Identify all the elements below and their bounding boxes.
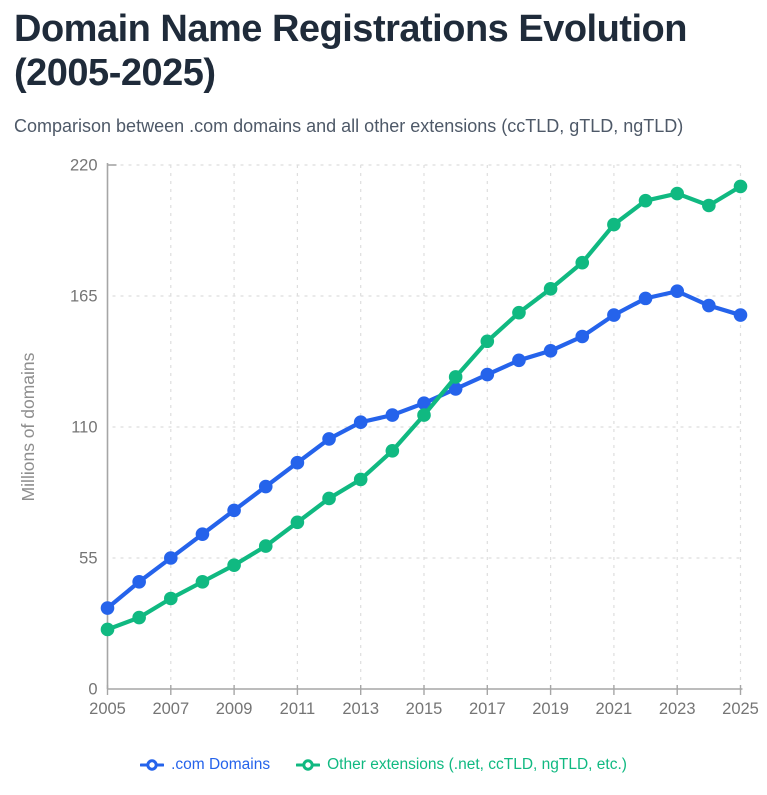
legend-item-com[interactable]: .com Domains (140, 756, 270, 774)
x-tick-label: 2009 (216, 700, 253, 718)
data-point (290, 455, 305, 470)
line-point-marker-icon (140, 759, 165, 771)
chart-header: Domain Name Registrations Evolution (200… (0, 0, 767, 137)
x-tick-label: 2017 (469, 700, 506, 718)
data-point (448, 370, 463, 384)
data-point (385, 408, 400, 422)
data-point (195, 575, 210, 589)
data-point (575, 329, 590, 344)
y-tick-label: 110 (71, 419, 97, 437)
x-tick-label: 2005 (89, 700, 126, 718)
data-point (258, 539, 273, 553)
x-tick-label: 2007 (152, 700, 189, 718)
data-point (702, 298, 716, 313)
data-point (733, 179, 748, 194)
line-chart: 0 55 110 165 220 2005 2007 2009 2011 2013 2015 2017… (18, 157, 759, 719)
x-tick-label: 2025 (722, 700, 759, 718)
y-tick-label: 165 (70, 288, 98, 306)
data-point (480, 367, 495, 382)
x-tick-label: 2013 (342, 700, 379, 718)
data-point (607, 217, 621, 232)
y-axis-title: Millions of domains (18, 352, 38, 501)
line-point-marker-icon (296, 759, 321, 771)
page-title: Domain Name Registrations Evolution (200… (14, 8, 687, 94)
data-point (195, 527, 210, 541)
data-point (322, 432, 336, 446)
data-point (227, 558, 241, 572)
data-point (100, 601, 115, 615)
data-point (322, 491, 336, 506)
data-point (132, 610, 146, 625)
data-point (543, 343, 558, 358)
legend-label: Other extensions (.net, ccTLD, ngTLD, et… (327, 756, 627, 773)
data-point (385, 444, 400, 458)
y-tick-label: 0 (88, 681, 97, 699)
x-tick-label: 2011 (280, 700, 315, 718)
data-point (480, 334, 495, 349)
x-tick-label: 2023 (659, 700, 696, 718)
data-point (164, 551, 178, 565)
data-point (417, 396, 431, 410)
data-point (638, 193, 653, 208)
legend-label: .com Domains (171, 756, 271, 773)
chart-area: 0 55 110 165 220 2005 2007 2009 2011 2013 2015 2017… (0, 150, 767, 750)
data-point (132, 575, 146, 589)
data-point (290, 515, 305, 530)
data-point (164, 591, 178, 606)
data-point (417, 408, 431, 422)
data-point (100, 622, 115, 637)
y-tick-label: 55 (79, 550, 97, 568)
legend-item-other-extensions[interactable]: Other extensions (.net, ccTLD, ngTLD, et… (296, 756, 627, 774)
data-point (575, 255, 590, 270)
data-point (448, 382, 463, 396)
y-tick-label: 220 (70, 157, 98, 175)
data-point (670, 186, 684, 201)
data-point (353, 415, 368, 430)
data-point (638, 291, 653, 306)
data-point (607, 308, 621, 322)
page-subtitle: Comparison between .com domains and all … (14, 116, 684, 137)
x-tick-label: 2015 (406, 700, 443, 718)
series-line-0 (105, 289, 743, 611)
data-point (353, 472, 368, 487)
x-tick-label: 2021 (596, 700, 633, 718)
chart-legend: .com Domains Other extensions (.net, ccT… (0, 750, 767, 780)
data-point (670, 284, 684, 299)
data-point (512, 305, 526, 320)
data-point (733, 308, 748, 322)
data-point (543, 282, 558, 296)
data-point (512, 353, 526, 368)
x-tick-label: 2019 (532, 700, 569, 718)
data-point (258, 479, 273, 494)
data-point (227, 503, 241, 518)
data-point (702, 198, 716, 213)
